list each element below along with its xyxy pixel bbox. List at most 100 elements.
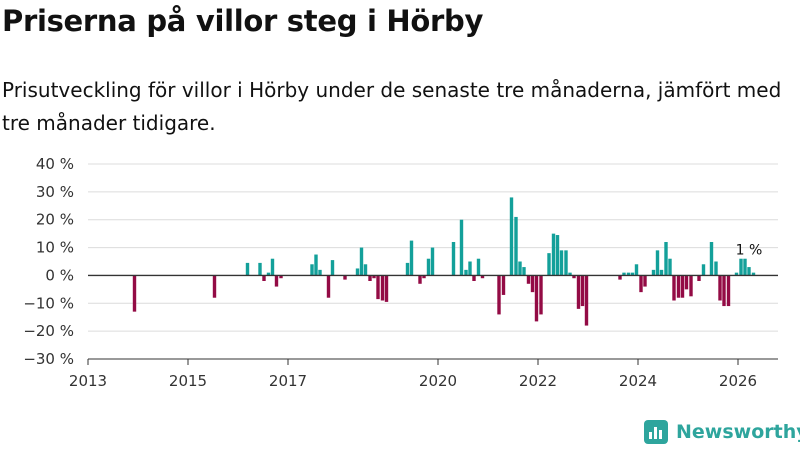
bar [355,268,360,276]
x-tick-label: 2015 [169,372,207,390]
bar [651,269,656,276]
bar [643,275,647,287]
bar [476,258,481,276]
bar [618,275,622,280]
bar [262,275,266,281]
bar [564,250,568,276]
bar [751,272,756,276]
chart-subtitle: Prisutveckling för villor i Hörby under … [2,78,782,135]
bar [405,262,410,276]
newsworthy-logo: Newsworthy [644,420,800,444]
bar [555,235,560,276]
y-tick-label: −10 % [23,294,74,312]
bar [514,216,518,276]
bar [684,275,689,290]
y-tick-label: 30 % [36,183,74,201]
x-tick-label: 2017 [269,372,307,390]
y-tick-label: −30 % [23,350,74,368]
bar [368,275,372,281]
bar [418,275,422,284]
bar [743,258,747,276]
bar [274,275,279,287]
bar [709,242,714,276]
bar [655,250,660,276]
x-tick-label: 2013 [69,372,107,390]
bar [630,272,635,276]
bar [739,258,743,276]
bar [668,258,672,276]
bar [480,275,485,279]
y-tick-label: 0 % [45,266,74,284]
bar [659,269,664,276]
bar [689,275,693,297]
bar [568,272,572,276]
brand-name: Newsworthy [676,421,800,443]
bar-chart: 40 % 30 % 20 % 10 % 0 % −10 % −20 % −30 % 2013 20… [23,155,778,390]
bar [534,275,539,322]
bar [680,275,685,298]
bar [426,258,431,276]
bar [212,275,217,298]
bar [451,242,456,276]
bar [318,269,322,276]
bar [497,275,501,315]
bar [326,275,331,298]
y-tick-label: −20 % [23,322,74,340]
bar [330,260,335,276]
latest-value-label: 1 % [736,243,763,259]
bar [409,240,414,276]
bar [622,272,626,276]
bar [718,275,722,301]
bar [343,275,347,280]
bar [422,275,426,279]
x-tick-label: 2024 [619,372,657,390]
bar [584,275,589,326]
bar [530,275,535,293]
bar [258,262,262,276]
chart-title: Priserna på villor steg i Hörby [2,4,484,38]
bar [722,275,726,307]
bar [310,264,314,276]
bar [714,261,718,276]
bar [384,275,389,302]
bar [734,272,739,276]
bar [664,242,668,276]
bar [572,275,576,279]
bar [279,275,283,279]
bar [747,267,751,276]
bar [697,275,701,281]
bar [363,264,368,276]
x-tick-label: 2022 [519,372,557,390]
bar [672,275,676,301]
bar [518,261,522,276]
bar [472,275,476,281]
bar-chart-icon [644,420,668,444]
bar [676,275,681,298]
bar [380,275,385,301]
bar [314,254,318,276]
bar [626,272,631,276]
bar [468,261,472,276]
bar [576,275,581,309]
bar [132,275,137,312]
bar [359,247,364,276]
y-tick-label: 40 % [36,155,74,173]
bar [372,275,376,279]
bar [266,272,271,276]
y-tick-label: 20 % [36,211,74,229]
bar [726,275,731,307]
y-tick-label: 10 % [36,239,74,257]
bar [501,275,506,295]
bar [245,262,250,276]
x-tick-label: 2026 [719,372,757,390]
x-tick-label: 2020 [419,372,457,390]
bar [551,233,556,276]
bar [634,264,639,276]
bar [580,275,585,307]
bar [522,267,526,276]
bar [526,275,531,284]
bar [376,275,380,300]
bar [509,197,514,276]
bar [464,269,468,276]
bar [559,250,564,276]
